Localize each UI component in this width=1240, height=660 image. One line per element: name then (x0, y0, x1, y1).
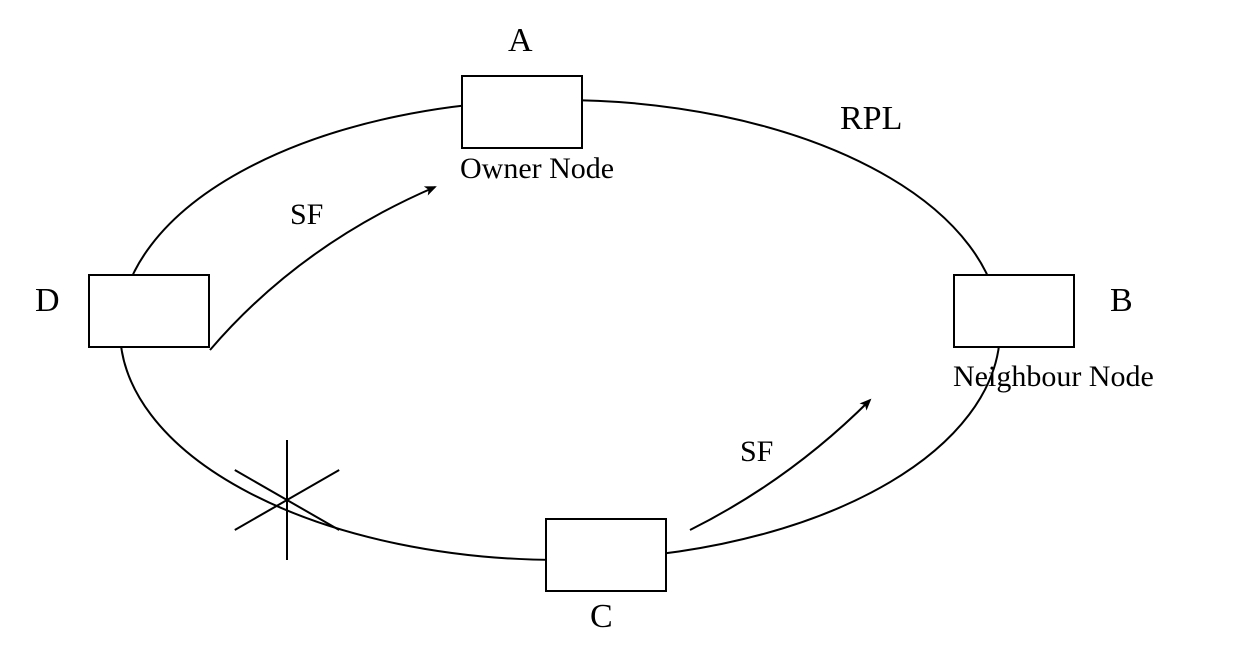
sf-arrow-label: SF (740, 435, 773, 469)
fault-mark-icon (235, 440, 339, 560)
node-b-letter: B (1110, 282, 1133, 320)
node-c-letter: C (590, 598, 613, 636)
node-a-box (461, 75, 583, 149)
node-b-box (953, 274, 1075, 348)
node-c-box (545, 518, 667, 592)
node-b-role: Neighbour Node (953, 360, 1154, 394)
node-d-letter: D (35, 282, 60, 320)
node-a-letter: A (508, 22, 533, 60)
sf-arrow-label: SF (290, 198, 323, 232)
sf-arrows (210, 187, 870, 530)
ring-label: RPL (840, 100, 902, 138)
node-d-box (88, 274, 210, 348)
node-a-role: Owner Node (460, 152, 614, 186)
sf-arrow-path (690, 400, 870, 530)
